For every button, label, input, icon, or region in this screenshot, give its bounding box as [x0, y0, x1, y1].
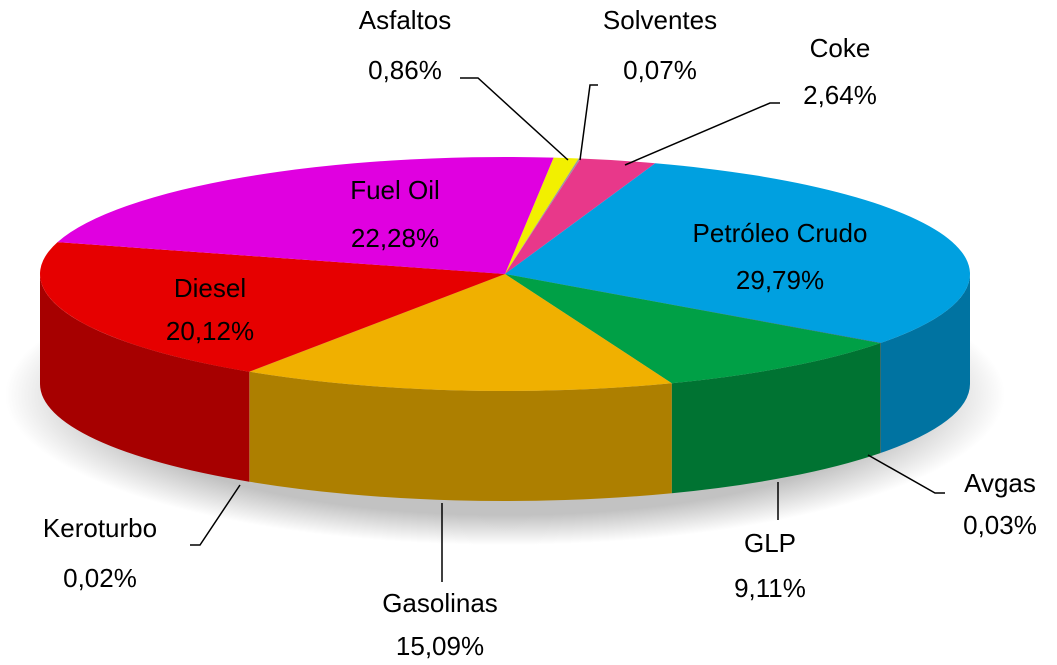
- leader-line: [624, 102, 780, 166]
- leader-line: [460, 77, 569, 161]
- slice-side: [880, 274, 970, 453]
- slice-side: [40, 274, 250, 482]
- slice: [249, 274, 672, 392]
- slice-label: Gasolinas: [382, 588, 498, 618]
- slice: [57, 157, 554, 274]
- slice: [505, 274, 881, 384]
- value-label: 0,03%: [963, 510, 1037, 540]
- value-label: 9,11%: [734, 573, 806, 603]
- slice: [249, 274, 505, 372]
- value-label: 0,02%: [63, 563, 137, 593]
- value-label: 20,12%: [166, 316, 254, 346]
- slice-side: [249, 371, 672, 502]
- slice: [505, 158, 581, 274]
- slice-label: Keroturbo: [43, 513, 157, 543]
- value-label: 0,07%: [623, 55, 697, 85]
- slice-label: Fuel Oil: [350, 175, 440, 205]
- slice-side: [671, 343, 881, 494]
- slice: [505, 158, 656, 274]
- slice: [39, 242, 505, 372]
- slice: [505, 157, 579, 274]
- slice-side: [880, 342, 881, 454]
- slice: [505, 274, 881, 344]
- slice-label: Asfaltos: [359, 5, 452, 35]
- value-label: 2,64%: [803, 80, 877, 110]
- slice-label: Coke: [810, 33, 871, 63]
- value-label: 29,79%: [736, 265, 824, 295]
- slice: [505, 163, 970, 343]
- value-label: 0,86%: [368, 55, 442, 85]
- slice-label: Avgas: [964, 468, 1036, 498]
- leader-line: [579, 84, 598, 161]
- value-label: 22,28%: [351, 223, 439, 253]
- value-label: 15,09%: [396, 631, 484, 661]
- slice-label: Solventes: [603, 5, 717, 35]
- leader-line: [190, 484, 241, 546]
- leader-line: [867, 454, 945, 494]
- slice-label: Diesel: [174, 273, 246, 303]
- slice-label: GLP: [744, 528, 796, 558]
- slice-label: Petróleo Crudo: [693, 218, 868, 248]
